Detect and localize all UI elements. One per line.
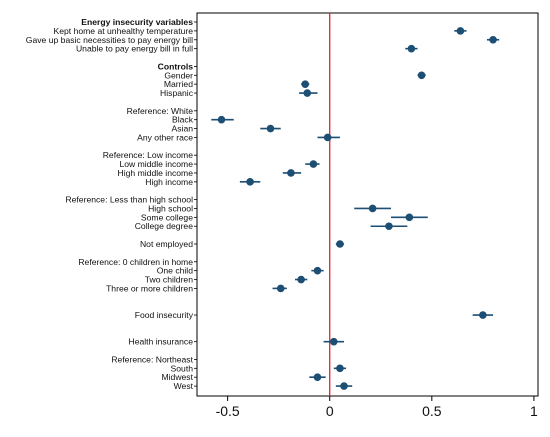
point-some-college [405,213,414,222]
point-south [336,364,344,373]
row-label-two-children: Two children [145,275,193,285]
row-label-college-degree: College degree [135,221,194,231]
row-label-any-other-race: Any other race [137,132,193,142]
point-black [217,115,226,124]
row-header-reference-northeast: Reference: Northeast [111,354,193,364]
row-label-food-insecurity: Food insecurity [135,310,194,320]
point-high-middle-income [287,169,295,177]
point-food-insecurity [479,311,487,319]
x-tick-label: 0 [326,403,334,419]
row-label-low-middle-income: Low middle income [119,159,193,169]
point-one-child [313,266,322,275]
row-label-some-college: Some college [141,212,193,222]
point-married [301,80,310,88]
point-unable-to-pay-energy-bill-in-full [407,44,416,53]
row-header-reference-low-income: Reference: Low income [103,150,194,160]
data-marks [211,27,500,390]
plot-frame [196,12,539,397]
plot-area-border [196,12,539,397]
row-label-high-school: High school [148,203,193,213]
row-label-black: Black [172,115,194,125]
row-label-hispanic: Hispanic [160,88,194,98]
point-any-other-race [323,133,332,142]
x-tick-label: -0.5 [216,403,240,419]
point-not-employed [336,240,344,248]
x-axis: -0.5 0 0.5 1 [216,396,538,419]
row-label-west: West [174,381,194,391]
row-label-kept-home-at-unhealthy-temperature: Kept home at unhealthy temperature [54,26,194,36]
point-low-middle-income [309,160,318,168]
point-three-or-more-children [276,284,285,293]
point-gave-up-basic-necessities-to-pay-energy-bill [489,35,497,44]
x-tick-label: 1 [530,403,538,419]
point-health-insurance [330,337,338,346]
row-label-not-employed: Not employed [140,239,193,249]
row-label-gave-up-basic-necessities-to-pay-energy-bill: Gave up basic necessities to pay energy … [26,35,193,45]
row-label-gender: Gender [164,70,193,80]
row-label-married: Married [164,79,193,89]
row-label-unable-to-pay-energy-bill-in-full: Unable to pay energy bill in full [76,44,193,54]
row-label-three-or-more-children: Three or more children [106,283,193,293]
row-label-south: South [171,363,194,373]
x-tick-label: 0.5 [422,403,442,419]
row-header-energy-insecurity-variables: Energy insecurity variables [81,17,193,27]
row-header-controls: Controls [158,61,194,71]
row-label-asian: Asian [172,124,194,134]
row-label-high-income: High income [145,177,193,187]
point-kept-home-at-unhealthy-temperature [456,27,465,35]
row-label-midwest: Midwest [161,372,193,382]
point-hispanic [303,89,312,97]
row-label-high-middle-income: High middle income [118,168,194,178]
row-label-health-insurance: Health insurance [129,337,194,347]
point-gender [417,71,426,80]
point-midwest [313,373,322,382]
point-high-income [246,178,254,186]
point-asian [266,124,275,133]
point-two-children [297,275,305,284]
row-header-reference-less-than-high-school: Reference: Less than high school [65,195,193,205]
point-west [340,382,348,390]
point-college-degree [385,222,393,231]
row-header-reference-0-children-in-home: Reference: 0 children in home [78,257,193,267]
row-label-one-child: One child [157,266,194,276]
point-high-school [368,204,377,213]
row-header-reference-white: Reference: White [127,106,194,116]
